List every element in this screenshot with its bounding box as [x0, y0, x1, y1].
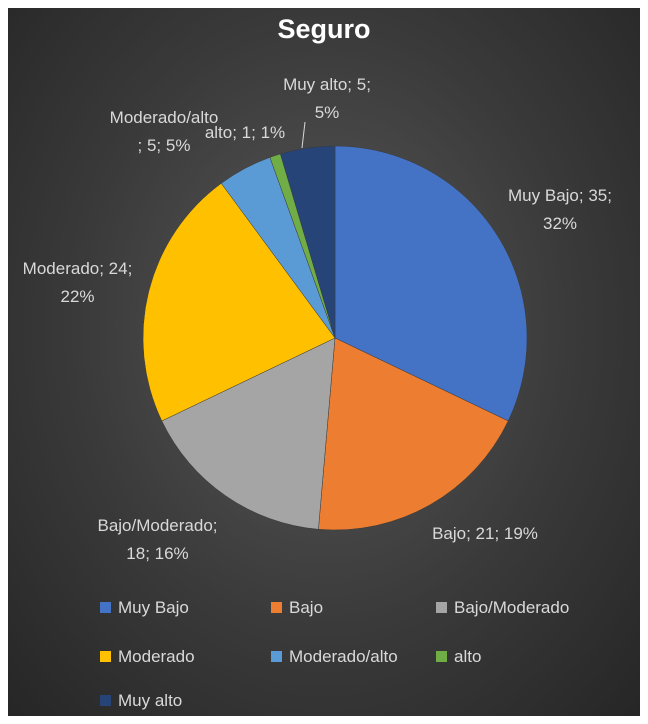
legend-label: alto	[454, 647, 482, 666]
data-label: Moderado; 24; 22%	[22, 259, 133, 306]
legend-entry: Moderado/alto	[271, 647, 398, 667]
pie-slice	[161, 337, 336, 530]
legend-label: Moderado	[118, 647, 195, 666]
legend-entry: Bajo/Moderado	[436, 598, 569, 618]
legend-entry: alto	[436, 647, 481, 667]
data-label: alto; 1; 1%	[204, 123, 286, 142]
legend-swatch	[436, 602, 447, 613]
legend-swatch	[271, 651, 282, 662]
pie-slice	[142, 182, 336, 422]
legend-entry: Bajo	[271, 598, 323, 618]
legend-entry: Moderado	[100, 647, 195, 667]
legend-swatch	[100, 695, 111, 706]
legend-swatch	[436, 651, 447, 662]
pie-slice	[318, 337, 509, 531]
data-label: Bajo; 21; 19%	[432, 524, 538, 543]
data-label: Muy alto; 5; 5%	[283, 75, 371, 122]
legend-entry: Muy Bajo	[100, 598, 189, 618]
legend-label: Bajo/Moderado	[454, 598, 570, 617]
legend-label: Muy Bajo	[118, 598, 189, 617]
pie-slice	[280, 145, 336, 339]
legend-swatch	[100, 651, 111, 662]
data-label: Moderado/alto; 5; 5%	[109, 108, 219, 155]
data-label: Muy Bajo; 35; 32%	[508, 186, 612, 233]
data-label: Bajo/Moderado; 18; 16%	[97, 516, 218, 563]
pie-slice	[334, 145, 528, 422]
legend-swatch	[100, 602, 111, 613]
legend-entry: Muy alto	[100, 691, 182, 711]
chart-title: Seguro	[277, 14, 371, 44]
leader-line	[301, 121, 306, 149]
legend-label: Muy alto	[118, 691, 183, 710]
legend-swatch	[271, 602, 282, 613]
legend-label: Bajo	[289, 598, 324, 617]
legend-label: Moderado/alto	[289, 647, 398, 666]
